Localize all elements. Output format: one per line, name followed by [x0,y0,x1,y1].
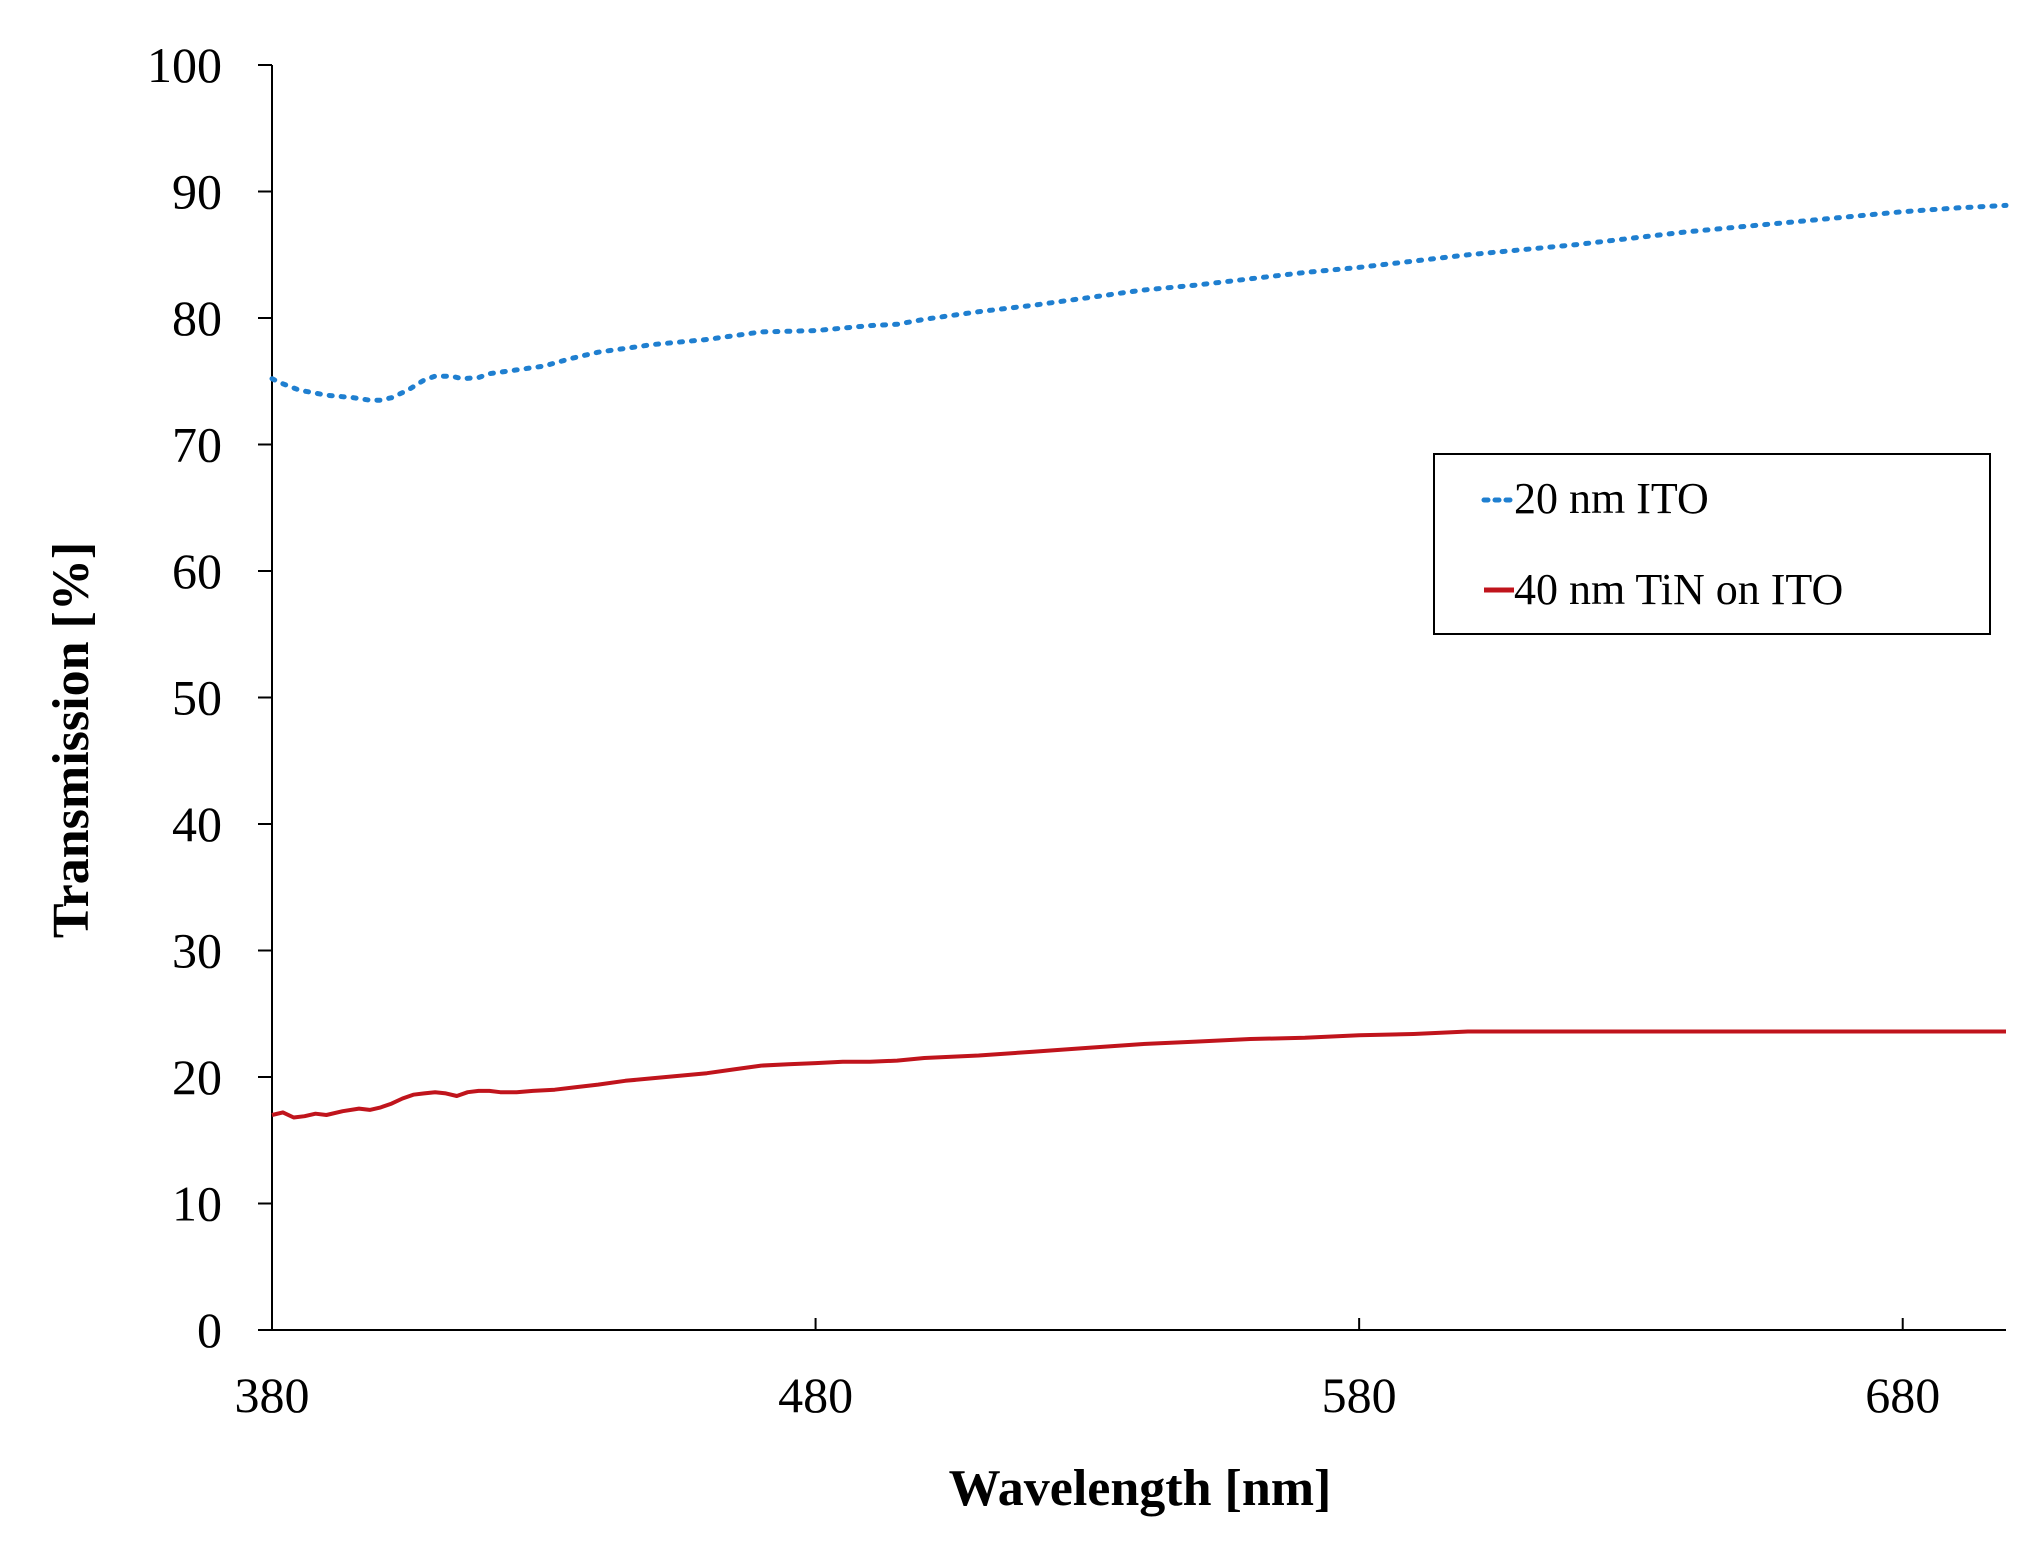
x-tick-label: 380 [235,1367,310,1423]
y-ticks: 0 10 20 30 40 50 60 70 80 90 100 [147,37,272,1358]
y-tick-label: 40 [172,796,222,852]
y-tick-label: 60 [172,543,222,599]
series-line-40-nm-tin-on-ito [271,1029,2006,1120]
y-tick-label: 10 [172,1176,222,1232]
x-axis-label: Wavelength [nm] [949,1460,1332,1517]
legend: 20 nm ITO 40 nm TiN on ITO [1433,453,1991,635]
legend-box [1433,453,1991,635]
y-tick-label: 20 [172,1049,222,1105]
y-tick-label: 90 [172,164,222,220]
axes [271,65,2006,1331]
y-tick-label: 30 [172,923,222,979]
y-tick-label: 70 [172,417,222,473]
series-group [269,202,2009,1120]
x-tick-label: 680 [1865,1367,1940,1423]
y-tick-label: 80 [172,290,222,346]
series-line-20-nm-ito [269,202,2009,403]
y-tick-label: 50 [172,670,222,726]
x-ticks: 380 480 580 680 [235,1318,1940,1423]
x-tick-label: 580 [1322,1367,1397,1423]
x-tick-label: 480 [778,1367,853,1423]
y-tick-label: 100 [147,37,222,93]
y-tick-label: 0 [197,1302,222,1358]
y-axis-label: Transmission [%] [43,542,100,938]
legend-label-20-nm-ito: 20 nm ITO [1514,474,1709,523]
legend-label-40-nm-tin-on-ito: 40 nm TiN on ITO [1514,565,1843,614]
